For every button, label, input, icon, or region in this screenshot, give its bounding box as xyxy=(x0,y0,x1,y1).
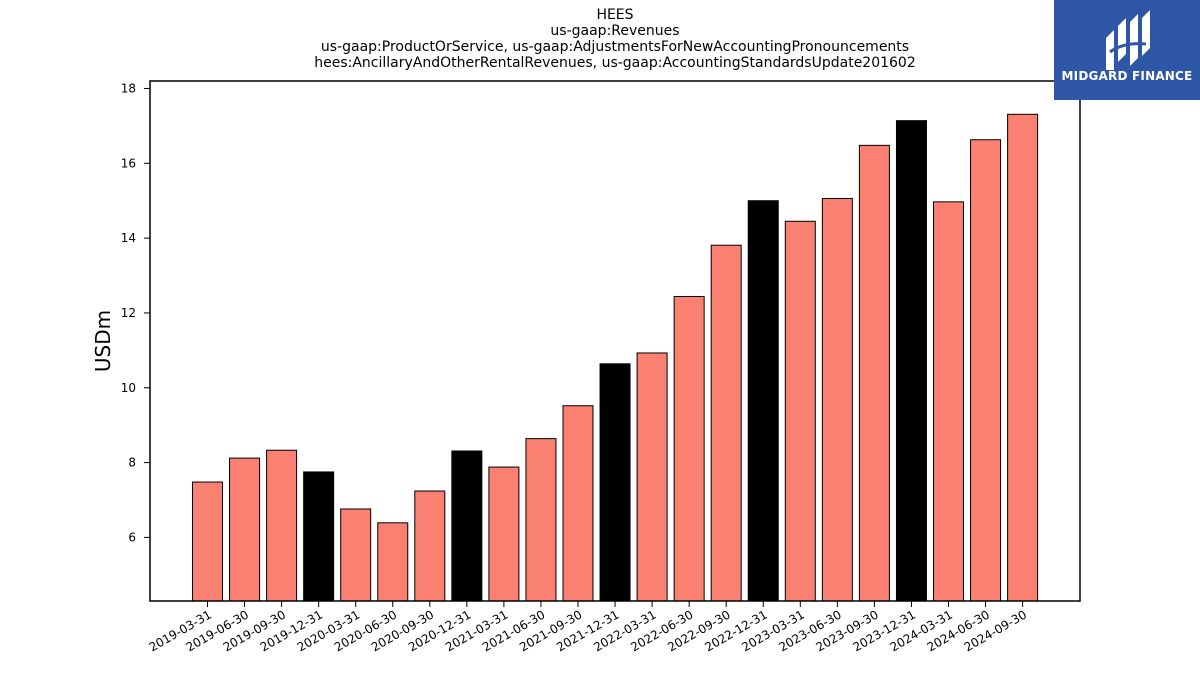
bar-2020-03-31 xyxy=(340,508,372,602)
bar-2023-12-31 xyxy=(895,120,927,602)
y-tick-label: 16 xyxy=(121,156,136,170)
bar-2020-06-30 xyxy=(377,522,409,602)
bar-2021-12-31 xyxy=(599,363,631,602)
y-axis: 6 8 10 12 14 16 18 xyxy=(121,81,150,544)
y-tick-label: 6 xyxy=(128,530,136,544)
y-tick-label: 18 xyxy=(121,81,136,95)
chart-title-line-3: us-gaap:ProductOrService, us-gaap:Adjust… xyxy=(320,39,910,55)
bar-2022-12-31 xyxy=(747,200,779,602)
bar-2023-09-30 xyxy=(858,144,890,602)
bar-2022-06-30 xyxy=(673,295,705,602)
chart-title: HEES us-gaap:Revenues us-gaap:ProductOrS… xyxy=(150,7,1080,71)
midgard-finance-logo: MIDGARD FINANCE xyxy=(1054,0,1200,100)
y-tick-label: 14 xyxy=(121,231,136,245)
bar-2019-09-30 xyxy=(266,449,298,602)
bar-2021-09-30 xyxy=(562,405,594,602)
bar-2021-03-31 xyxy=(488,466,520,602)
bars xyxy=(192,113,1039,602)
bar-2021-06-30 xyxy=(525,438,557,602)
bar-2024-06-30 xyxy=(970,139,1002,602)
chart-title-line-1: HEES xyxy=(596,7,634,23)
y-tick-label: 12 xyxy=(121,306,136,320)
bar-2023-06-30 xyxy=(821,197,853,602)
chart-title-line-2: us-gaap:Revenues xyxy=(550,23,680,39)
x-axis: 2019-03-312019-06-302019-09-302019-12-31… xyxy=(147,601,1029,654)
y-axis-label: USDm xyxy=(91,310,115,372)
bar-2024-03-31 xyxy=(933,201,964,602)
bar-2019-12-31 xyxy=(303,471,335,602)
bar-2022-09-30 xyxy=(710,244,742,602)
midgard-logo-icon xyxy=(1106,10,1150,70)
chart-title-line-4: hees:AncillaryAndOtherRentalRevenues, us… xyxy=(314,55,916,71)
bar-2020-12-31 xyxy=(451,450,483,602)
bar-2022-03-31 xyxy=(636,352,668,602)
y-tick-label: 10 xyxy=(121,381,136,395)
y-tick-label: 8 xyxy=(128,456,136,470)
logo-text: MIDGARD FINANCE xyxy=(1061,69,1193,83)
bar-2024-09-30 xyxy=(1007,113,1039,602)
bar-2020-09-30 xyxy=(414,490,446,602)
bar-2019-06-30 xyxy=(229,457,261,602)
bar-2019-03-31 xyxy=(192,481,223,602)
bar-2023-03-31 xyxy=(784,220,816,602)
